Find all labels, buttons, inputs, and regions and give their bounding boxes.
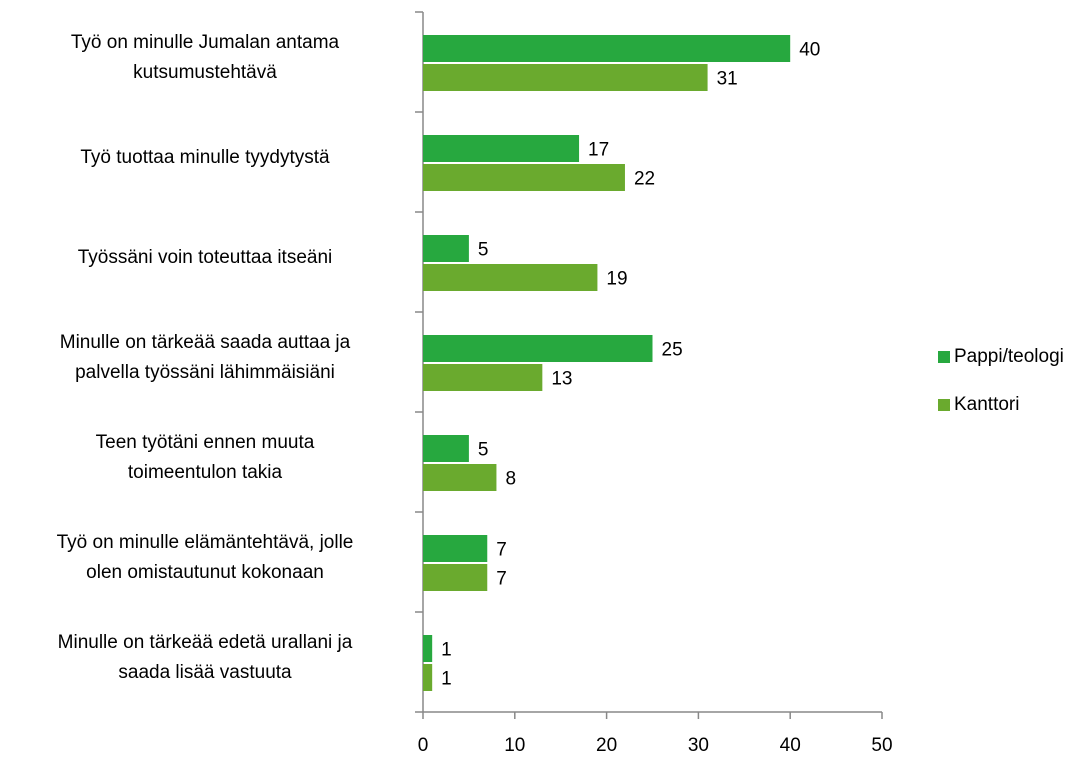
bar	[423, 564, 488, 591]
bar	[423, 64, 708, 91]
bar	[423, 635, 433, 662]
value-label: 8	[505, 469, 516, 490]
category-label: Teen työtäni ennen muuta	[96, 432, 315, 453]
bar	[423, 335, 653, 362]
x-tick-label: 40	[780, 735, 801, 756]
x-tick-label: 10	[504, 735, 525, 756]
category-label: Työ tuottaa minulle tyydytystä	[80, 147, 330, 168]
category-label: Työ on minulle elämäntehtävä, jolle	[57, 532, 354, 553]
bar	[423, 135, 580, 162]
category-label: Työ on minulle Jumalan antama	[71, 32, 340, 53]
bar	[423, 364, 543, 391]
value-label: 1	[441, 669, 452, 690]
value-label: 5	[478, 240, 489, 261]
x-tick-label: 0	[418, 735, 429, 756]
bar	[423, 464, 497, 491]
bar	[423, 235, 469, 262]
bar	[423, 435, 469, 462]
value-label: 40	[799, 40, 820, 61]
bar	[423, 264, 598, 291]
x-tick-label: 30	[688, 735, 709, 756]
category-label: kutsumustehtävä	[133, 62, 277, 83]
value-label: 13	[551, 369, 572, 390]
bar	[423, 664, 433, 691]
x-tick-label: 50	[871, 735, 892, 756]
category-label: toimeentulon takia	[128, 462, 283, 483]
value-label: 25	[662, 340, 683, 361]
category-label: Työssäni voin toteuttaa itseäni	[78, 247, 333, 268]
value-label: 7	[496, 540, 507, 561]
category-label: saada lisää vastuuta	[118, 662, 292, 683]
category-label: Minulle on tärkeää edetä urallani ja	[58, 632, 353, 653]
category-label: Minulle on tärkeää saada auttaa ja	[60, 332, 351, 353]
bar	[423, 35, 791, 62]
value-label: 1	[441, 640, 452, 661]
value-label: 19	[606, 269, 627, 290]
legend-label: Pappi/teologi	[954, 346, 1064, 367]
x-tick-label: 20	[596, 735, 617, 756]
category-label: palvella työssäni lähimmäisiäni	[75, 362, 335, 383]
value-label: 31	[717, 69, 738, 90]
legend-label: Kanttori	[954, 394, 1019, 415]
value-label: 22	[634, 169, 655, 190]
bar	[423, 535, 488, 562]
category-label: olen omistautunut kokonaan	[86, 562, 324, 583]
legend-swatch	[938, 351, 950, 363]
bar	[423, 164, 625, 191]
legend-swatch	[938, 399, 950, 411]
value-label: 5	[478, 440, 489, 461]
value-label: 7	[496, 569, 507, 590]
value-label: 17	[588, 140, 609, 161]
